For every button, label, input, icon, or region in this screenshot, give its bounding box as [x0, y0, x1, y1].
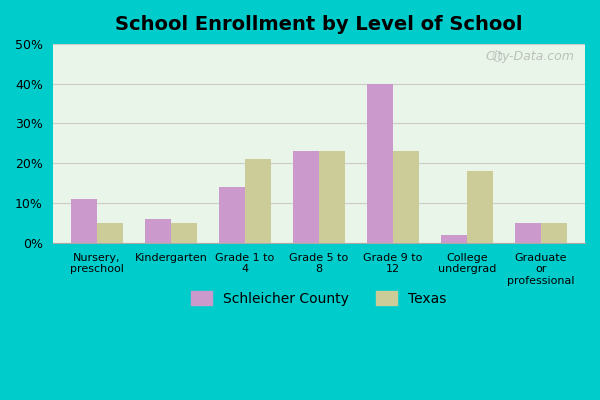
Bar	[97, 223, 123, 243]
Bar	[71, 199, 97, 243]
Bar	[145, 219, 171, 243]
Bar	[441, 235, 467, 243]
Bar	[219, 187, 245, 243]
Bar	[171, 223, 197, 243]
Bar	[393, 151, 419, 243]
Text: City-Data.com: City-Data.com	[485, 50, 574, 63]
Bar	[293, 151, 319, 243]
Bar	[319, 151, 345, 243]
Bar	[515, 223, 541, 243]
Text: ○: ○	[491, 50, 502, 63]
Bar	[467, 171, 493, 243]
Bar	[367, 84, 393, 243]
Title: School Enrollment by Level of School: School Enrollment by Level of School	[115, 15, 523, 34]
Bar	[541, 223, 566, 243]
Bar	[245, 159, 271, 243]
Legend: Schleicher County, Texas: Schleicher County, Texas	[185, 286, 452, 312]
